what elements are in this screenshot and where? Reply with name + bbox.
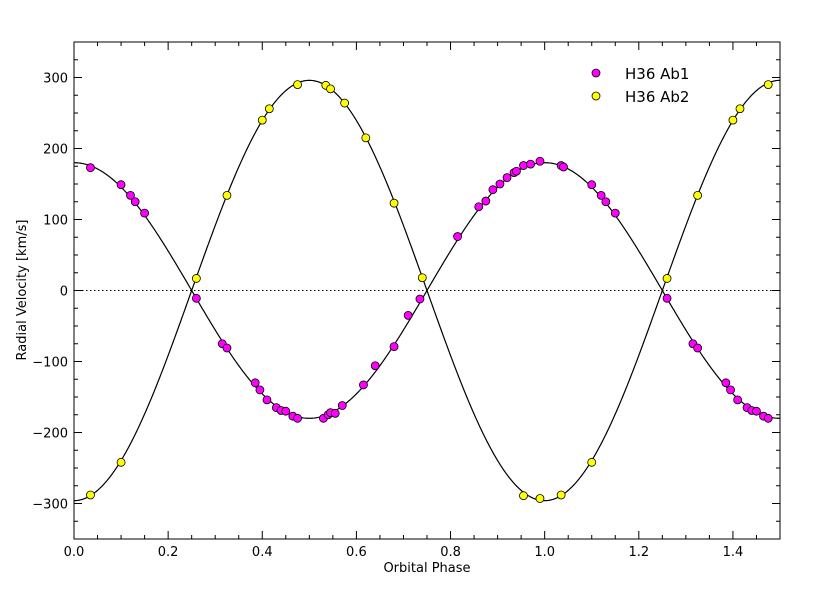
ab2-data-point bbox=[763, 80, 773, 89]
x-tick-label: 0.0 bbox=[64, 545, 85, 560]
ab2-data-point bbox=[340, 98, 350, 108]
ab1-data-point bbox=[535, 156, 545, 166]
ab2-data-point bbox=[728, 115, 738, 125]
axis-ticks: 0.0 0.2 0.4 0.6 0.8 1.0 1.2 1.4 −300 −200 −100 0 100… bbox=[32, 41, 781, 560]
ab2-data-point bbox=[222, 190, 232, 200]
ab1-data-point bbox=[662, 293, 672, 303]
ab1-data-point bbox=[587, 180, 597, 190]
ab1-data-point bbox=[733, 395, 743, 405]
ab2-data-point bbox=[535, 494, 545, 503]
y-tick-label: 0 bbox=[60, 285, 68, 300]
ab2-data-point bbox=[417, 273, 427, 283]
ab1-data-point bbox=[610, 208, 620, 218]
ab1-data-point bbox=[403, 310, 413, 320]
ab1-data-point bbox=[763, 413, 773, 423]
ab1-data-point bbox=[140, 208, 150, 218]
ab1-data-point bbox=[222, 343, 232, 353]
legend-marker bbox=[591, 68, 601, 78]
ab1-data-point bbox=[693, 343, 703, 353]
ab1-data-point bbox=[389, 342, 399, 351]
ab1-data-point bbox=[293, 413, 302, 423]
ab2-data-point bbox=[264, 104, 274, 114]
ab1-data-point bbox=[596, 190, 606, 200]
legend-marker bbox=[591, 91, 601, 101]
ab1-data-point bbox=[512, 166, 521, 176]
ab1-data-point bbox=[481, 196, 491, 206]
ab2-data-point bbox=[257, 115, 267, 125]
ab1-data-point bbox=[519, 161, 528, 170]
ab2-data-point bbox=[326, 84, 335, 94]
ab1-data-point bbox=[262, 395, 272, 405]
ab1-data-point bbox=[191, 293, 201, 303]
ab2-data-point bbox=[361, 133, 371, 143]
y-tick-label: 300 bbox=[43, 72, 68, 87]
ab2-data-point bbox=[293, 80, 302, 89]
x-tick-label: 0.4 bbox=[252, 545, 273, 560]
ab1-data-point bbox=[502, 173, 512, 183]
ab1-data-point bbox=[281, 406, 291, 416]
ab2-data-point bbox=[116, 457, 126, 467]
ab1-data-point bbox=[337, 401, 347, 410]
ab1-data-point bbox=[495, 179, 505, 189]
ab2-data-point bbox=[587, 457, 597, 467]
x-tick-label: 1.2 bbox=[628, 545, 649, 560]
ab2-data-point bbox=[389, 198, 399, 208]
ab2-data-point bbox=[735, 104, 745, 114]
ab1-data-point bbox=[559, 162, 568, 172]
ab1-data-point bbox=[126, 190, 135, 200]
ab1-data-point bbox=[526, 159, 535, 169]
legend-label: H36 Ab1 bbox=[625, 65, 689, 83]
ab1-data-point bbox=[116, 180, 126, 190]
y-tick-label: −100 bbox=[32, 356, 68, 371]
x-axis-label: Orbital Phase bbox=[383, 561, 470, 576]
legend: H36 Ab1 H36 Ab2 bbox=[591, 65, 689, 106]
ab1-data-point bbox=[453, 232, 462, 241]
ab1-data-point bbox=[601, 197, 611, 207]
y-tick-label: 200 bbox=[43, 143, 68, 158]
x-tick-label: 0.2 bbox=[158, 545, 179, 560]
ab1-data-point bbox=[752, 406, 761, 416]
y-axis-label: Radial Velocity [km/s] bbox=[15, 220, 30, 361]
ab1-data-point bbox=[330, 408, 340, 418]
ab2-data-point bbox=[191, 274, 201, 283]
y-tick-label: 100 bbox=[43, 214, 68, 229]
ab1-data-point bbox=[415, 294, 425, 304]
ab1-data-point bbox=[726, 385, 735, 395]
ab1-data-point bbox=[130, 197, 140, 207]
ab1-data-point bbox=[488, 185, 498, 195]
y-tick-label: −200 bbox=[32, 427, 68, 442]
ab1-data-point bbox=[370, 361, 380, 371]
ab1-data-point bbox=[250, 378, 260, 388]
ab2-data-point bbox=[693, 190, 703, 200]
ab1-data-point bbox=[359, 380, 368, 390]
model-curves bbox=[74, 79, 780, 502]
ab2-data-point bbox=[86, 490, 95, 500]
y-tick-label: −300 bbox=[32, 498, 68, 513]
ab1-data-point bbox=[474, 202, 484, 212]
legend-label: H36 Ab2 bbox=[625, 88, 689, 106]
plot-frame bbox=[73, 41, 781, 540]
x-tick-label: 1.4 bbox=[723, 545, 744, 560]
ab1-data-point bbox=[255, 385, 265, 395]
ab2-data-point bbox=[519, 491, 528, 501]
x-tick-label: 0.6 bbox=[346, 545, 367, 560]
data-points bbox=[86, 80, 773, 503]
ab2-data-point bbox=[556, 490, 566, 500]
ab1-data-point bbox=[86, 163, 95, 173]
x-tick-label: 0.8 bbox=[440, 545, 461, 560]
ab2-data-point bbox=[662, 274, 672, 283]
ab1-data-point bbox=[721, 378, 731, 388]
model-curve bbox=[74, 79, 780, 502]
x-tick-label: 1.0 bbox=[534, 545, 555, 560]
